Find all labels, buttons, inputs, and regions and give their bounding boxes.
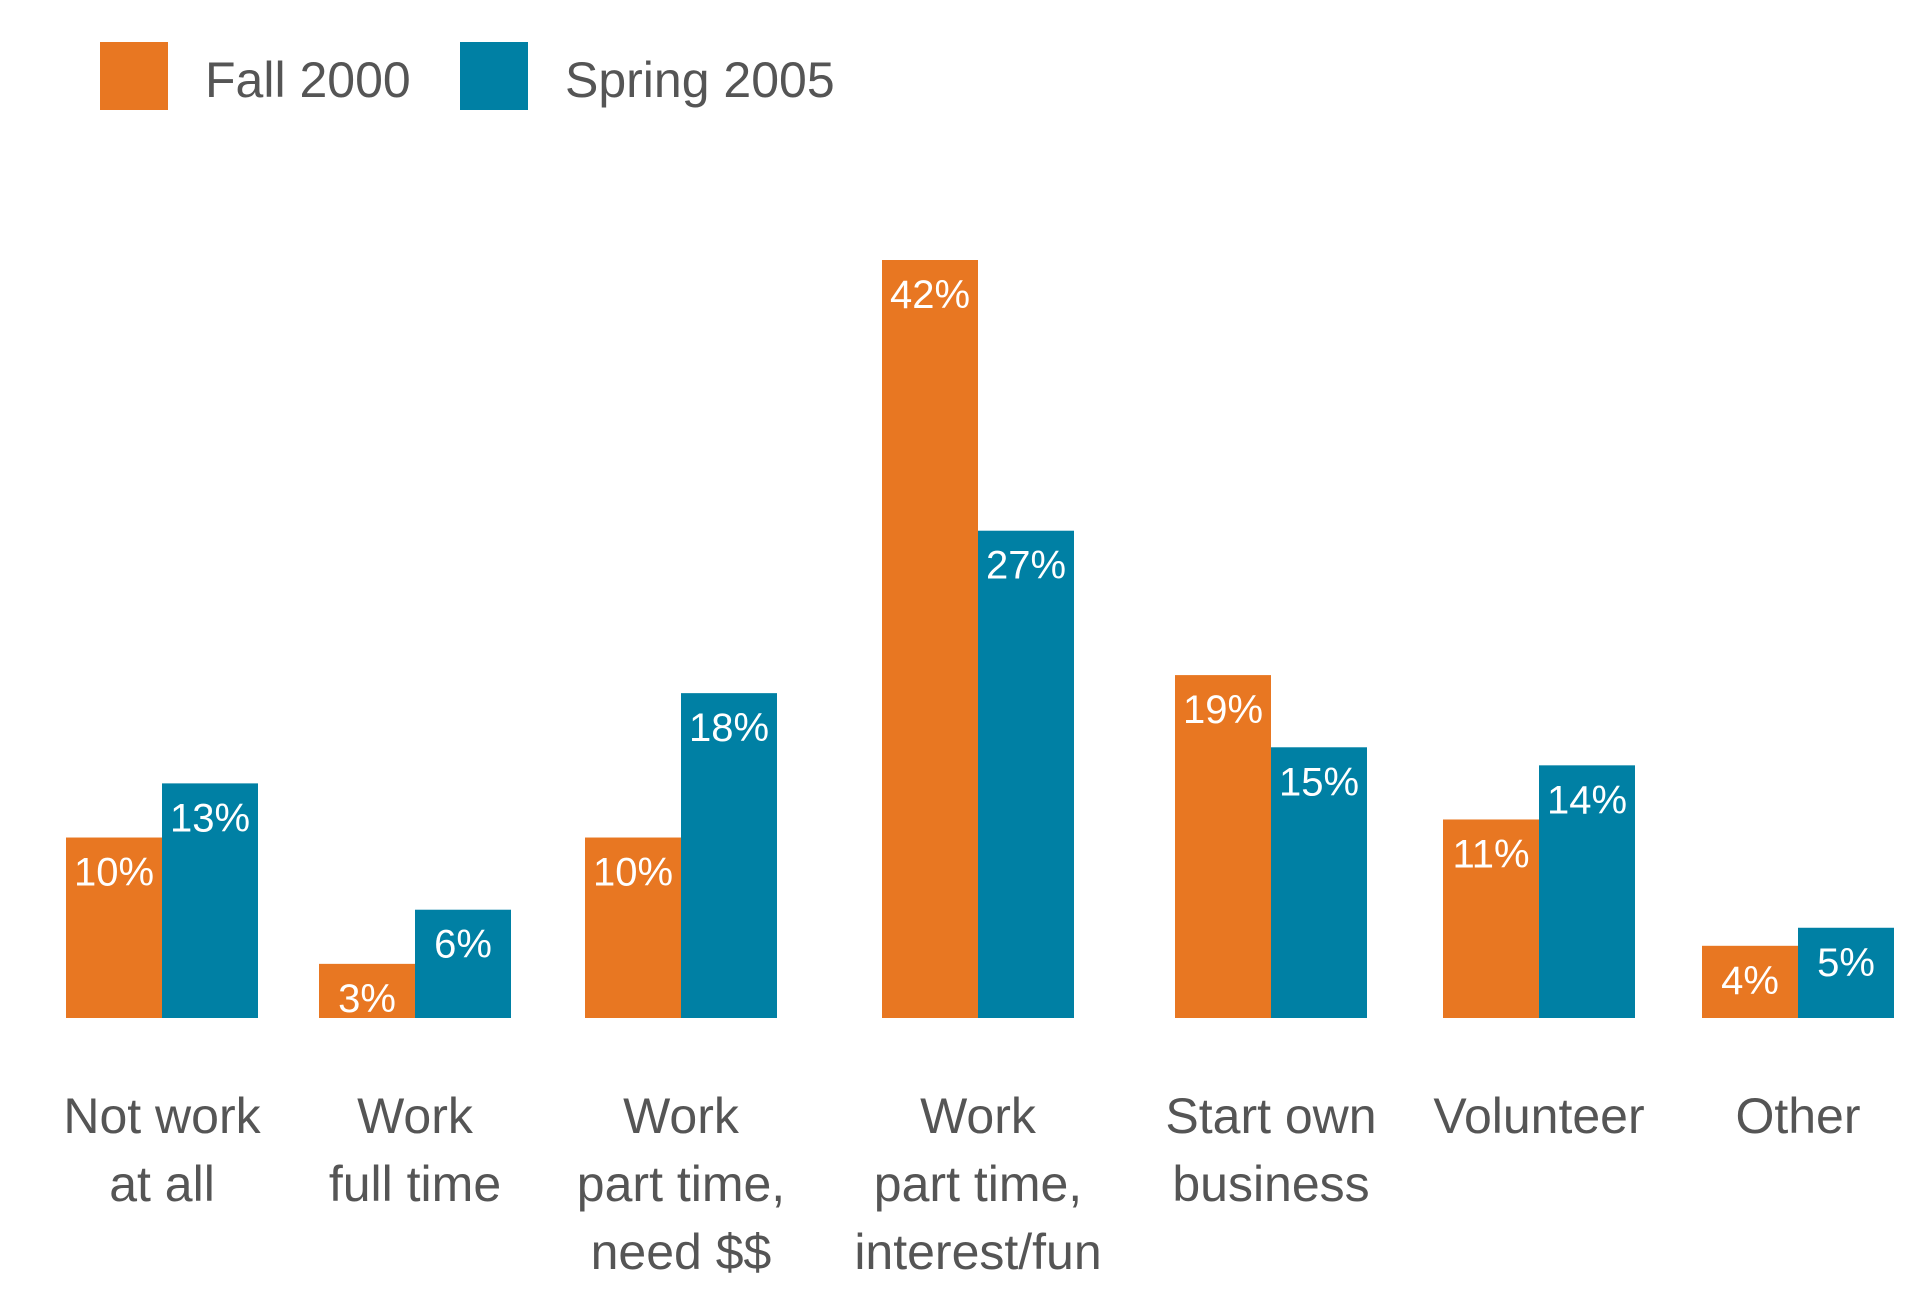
category-label-4-line-1: business xyxy=(1172,1156,1369,1212)
category-label-3-line-1: part time, xyxy=(874,1156,1082,1212)
data-label-fall-2000-6: 4% xyxy=(1721,959,1779,1003)
bar-fall-2000-1 xyxy=(319,963,415,1018)
category-label-3-line-2: interest/fun xyxy=(854,1224,1101,1280)
data-label-fall-2000-5: 11% xyxy=(1452,832,1529,876)
bar-fall-2000-2 xyxy=(585,837,681,1018)
category-label-3-line-0: Work xyxy=(920,1088,1037,1144)
data-label-spring-2005-2: 18% xyxy=(689,706,769,750)
category-label-2-line-2: need $$ xyxy=(591,1224,772,1280)
legend-label-fall-2000: Fall 2000 xyxy=(205,52,411,108)
data-label-fall-2000-4: 19% xyxy=(1183,688,1263,732)
bar-fall-2000-0 xyxy=(66,837,162,1018)
category-label-2-line-1: part time, xyxy=(577,1156,785,1212)
category-label-1-line-0: Work xyxy=(357,1088,474,1144)
bar-spring-2005-2 xyxy=(681,693,777,1018)
data-label-fall-2000-3: 42% xyxy=(890,273,970,317)
bar-spring-2005-6 xyxy=(1798,927,1894,1018)
category-label-5-line-0: Volunteer xyxy=(1433,1088,1644,1144)
category-label-0-line-0: Not work xyxy=(63,1088,261,1144)
category-labels: Not work at all Work full time Work part time… xyxy=(63,1088,1860,1280)
category-label-4-line-0: Start own xyxy=(1165,1088,1376,1144)
bar-fall-2000-3 xyxy=(882,260,978,1018)
bar-fall-2000-6 xyxy=(1702,945,1798,1018)
bar-data-labels: 10% 13% 3% 6% 10% 18% 42% 27% 19% 15% 11% 14% 4% 5% xyxy=(74,273,1875,1021)
legend: Fall 2000 Spring 2005 xyxy=(100,42,835,110)
category-label-2-line-0: Work xyxy=(623,1088,740,1144)
category-label-6-line-0: Other xyxy=(1735,1088,1860,1144)
bars xyxy=(66,260,1894,1018)
data-label-fall-2000-1: 3% xyxy=(338,977,396,1021)
data-label-spring-2005-6: 5% xyxy=(1817,941,1875,985)
data-label-spring-2005-0: 13% xyxy=(170,796,250,840)
bar-spring-2005-5 xyxy=(1539,765,1635,1018)
bar-fall-2000-5 xyxy=(1443,819,1539,1018)
bar-spring-2005-0 xyxy=(162,783,258,1018)
data-label-spring-2005-4: 15% xyxy=(1279,760,1359,804)
legend-swatch-spring-2005 xyxy=(460,42,528,110)
data-label-fall-2000-2: 10% xyxy=(593,851,673,895)
data-label-spring-2005-3: 27% xyxy=(986,544,1066,588)
bar-spring-2005-1 xyxy=(415,909,511,1018)
bar-spring-2005-3 xyxy=(978,530,1074,1018)
legend-label-spring-2005: Spring 2005 xyxy=(565,52,835,108)
category-label-1-line-1: full time xyxy=(329,1156,501,1212)
legend-swatch-fall-2000 xyxy=(100,42,168,110)
data-label-fall-2000-0: 10% xyxy=(74,851,154,895)
bar-spring-2005-4 xyxy=(1271,747,1367,1018)
category-label-0-line-1: at all xyxy=(109,1156,215,1212)
data-label-spring-2005-5: 14% xyxy=(1547,778,1627,822)
bar-fall-2000-4 xyxy=(1175,675,1271,1018)
data-label-spring-2005-1: 6% xyxy=(434,923,492,967)
